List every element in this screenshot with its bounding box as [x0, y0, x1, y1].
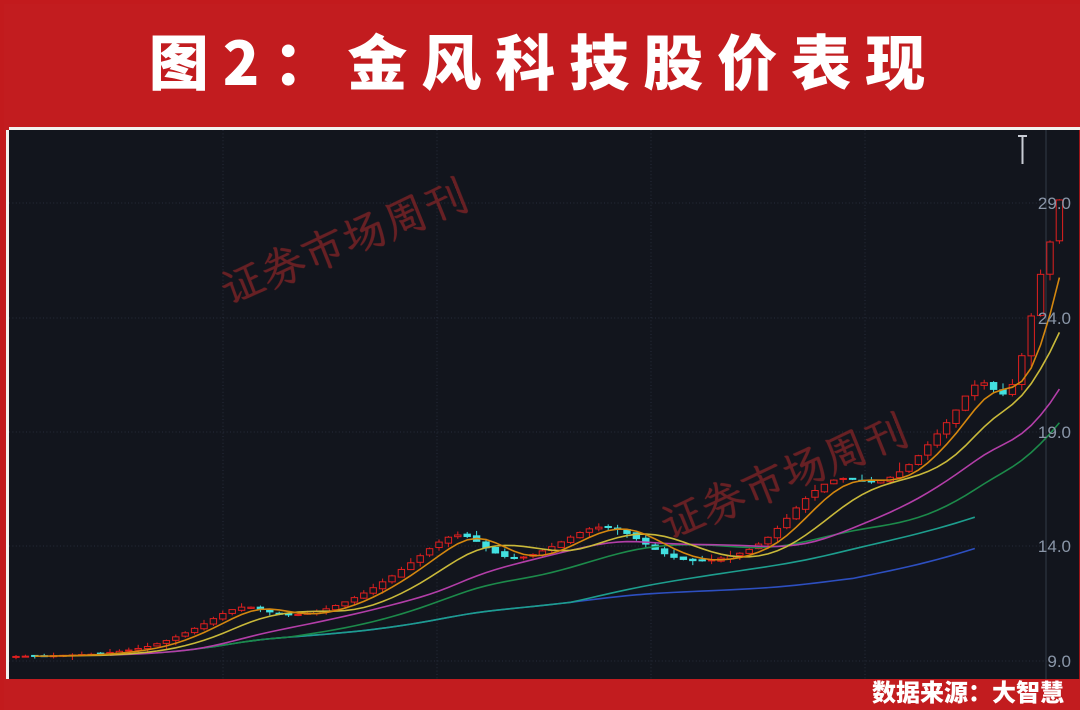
svg-text:证券市场周刊: 证券市场周刊 [650, 399, 917, 552]
